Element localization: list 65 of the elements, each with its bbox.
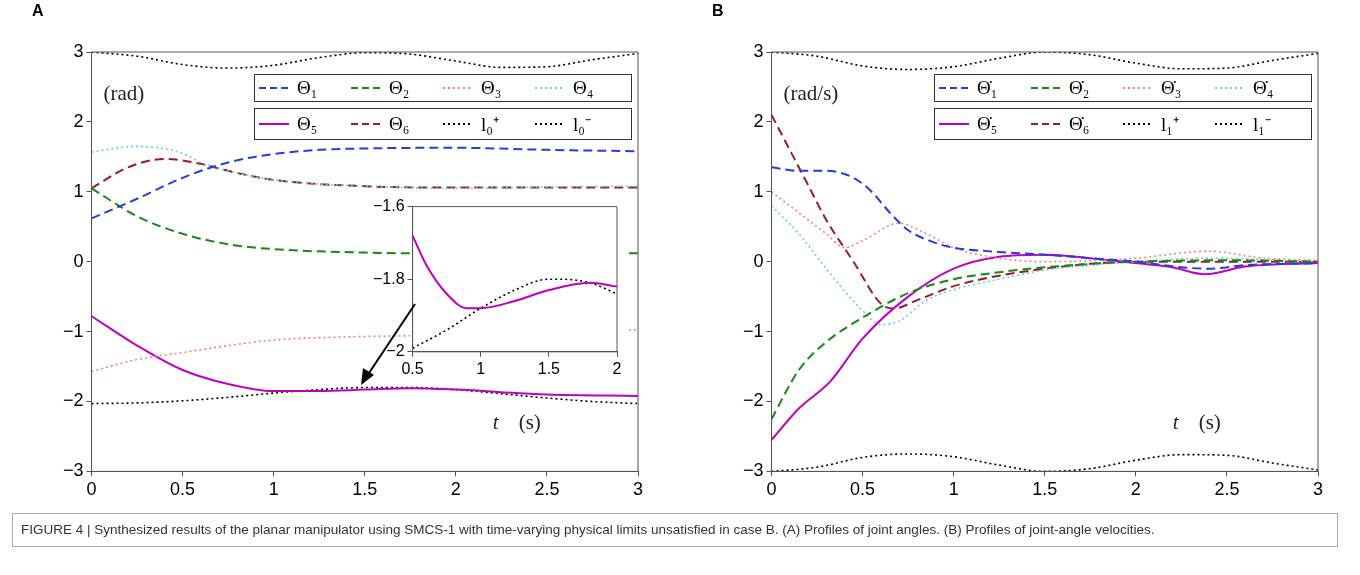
legend-label: Θ₅ bbox=[297, 113, 318, 135]
chart-title: B bbox=[712, 2, 724, 20]
line-series bbox=[91, 157, 638, 190]
chart-title: A bbox=[32, 2, 44, 20]
legend-label: Θ₃ bbox=[481, 77, 502, 99]
y-tick-label: 1 bbox=[753, 180, 764, 201]
y-tick-label: −1.8 bbox=[372, 269, 405, 287]
legend-label: l₀⁺ bbox=[481, 113, 499, 137]
y-tick-label: 0 bbox=[73, 250, 84, 271]
legend-label: l₁⁺ bbox=[1161, 113, 1179, 137]
x-tick-label: 2 bbox=[1130, 479, 1141, 500]
line-series bbox=[771, 191, 1318, 263]
x-axis-title: t (s) bbox=[492, 410, 541, 435]
x-tick-label: 0.5 bbox=[850, 479, 876, 500]
x-tick-label: 0.5 bbox=[401, 359, 424, 377]
caption: FIGURE 4 | Synthesized results of the planar manipulator using SMCS-1 with time-varying physical limits unsatisfied in case B. (A) Profiles of joint angles. (B) Profiles of joint-angle velocities. bbox=[21, 521, 1156, 539]
line-series bbox=[771, 113, 1318, 310]
x-tick-label: 1.5 bbox=[1032, 479, 1058, 500]
legend-label: Θ₆ bbox=[389, 113, 410, 135]
legend-label: l₁⁻ bbox=[1253, 113, 1271, 137]
legend-label: Θ̇₃ bbox=[1161, 77, 1182, 99]
line-series bbox=[412, 234, 617, 310]
line-series bbox=[91, 315, 638, 397]
x-tick-label: 1 bbox=[268, 479, 279, 500]
x-tick-label: 3 bbox=[632, 479, 644, 500]
x-tick-label: 3 bbox=[1312, 479, 1324, 500]
y-tick-label: −1 bbox=[742, 320, 764, 341]
y-tick-label: −2 bbox=[386, 342, 405, 360]
x-tick-label: 0 bbox=[766, 479, 777, 500]
y-tick-label: −1.6 bbox=[372, 197, 405, 215]
line-series bbox=[91, 145, 638, 190]
x-tick-label: 1.5 bbox=[537, 359, 561, 377]
y-tick-label: 1 bbox=[73, 180, 84, 201]
y-tick-label: −3 bbox=[62, 460, 84, 481]
y-tick-label: 3 bbox=[73, 40, 84, 61]
legend-label: Θ̇₅ bbox=[977, 113, 998, 135]
legend-label: Θ₂ bbox=[389, 77, 410, 99]
legend-label: Θ₁ bbox=[297, 77, 318, 99]
legend-label: Θ̇₄ bbox=[1253, 77, 1274, 99]
line-series bbox=[91, 386, 638, 405]
x-tick-label: 1.5 bbox=[352, 479, 378, 500]
y-axis-title: (rad/s) bbox=[783, 81, 839, 105]
x-tick-label: 2.5 bbox=[1214, 479, 1240, 500]
legend-label: Θ̇₂ bbox=[1069, 77, 1090, 99]
y-tick-label: 2 bbox=[753, 110, 764, 131]
y-tick-label: −1 bbox=[62, 320, 84, 341]
x-tick-label: 1 bbox=[476, 359, 486, 377]
legend-label: Θ̇₁ bbox=[977, 77, 998, 99]
y-tick-label: 2 bbox=[73, 110, 84, 131]
legend-label: l₀⁻ bbox=[573, 113, 591, 137]
legend-label: Θ̇₆ bbox=[1069, 113, 1090, 135]
y-axis-title: (rad) bbox=[103, 81, 145, 105]
x-tick-label: 1 bbox=[948, 479, 959, 500]
y-tick-label: −2 bbox=[742, 390, 764, 411]
x-tick-label: 2.5 bbox=[534, 479, 560, 500]
x-axis-title: t (s) bbox=[1172, 410, 1221, 435]
y-tick-label: 3 bbox=[753, 40, 764, 61]
y-tick-label: −3 bbox=[742, 460, 764, 481]
x-tick-label: 2 bbox=[612, 359, 622, 377]
legend-label: Θ₄ bbox=[573, 77, 594, 99]
y-tick-label: 0 bbox=[753, 250, 764, 271]
x-tick-label: 2 bbox=[450, 479, 461, 500]
y-tick-label: −2 bbox=[62, 390, 84, 411]
x-tick-label: 0 bbox=[86, 479, 97, 500]
x-tick-label: 0.5 bbox=[170, 479, 196, 500]
